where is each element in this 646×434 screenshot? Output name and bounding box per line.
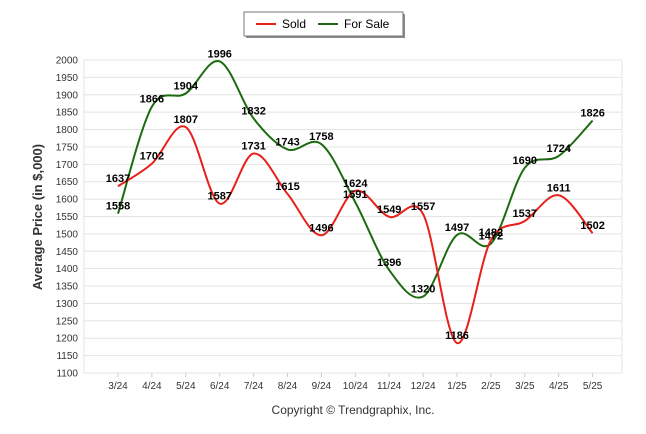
x-tick-label: 9/24: [312, 381, 332, 392]
y-tick-label: 1800: [56, 125, 79, 136]
series-line-for-sale: [117, 60, 594, 299]
data-label-for-sale: 1758: [309, 131, 333, 143]
x-tick-label: 2/25: [481, 381, 501, 392]
x-tick-label: 5/24: [176, 381, 196, 392]
y-tick-label: 1450: [56, 247, 79, 258]
data-label-sold: 1557: [411, 201, 435, 213]
x-tick-label: 12/24: [411, 381, 436, 392]
x-tick-label: 8/24: [278, 381, 298, 392]
x-tick-label: 10/24: [343, 381, 368, 392]
data-label-sold: 1637: [106, 173, 130, 185]
y-tick-label: 1350: [56, 282, 79, 293]
x-tick-label: 11/24: [377, 381, 402, 392]
data-label-for-sale: 1904: [174, 80, 199, 92]
data-label-sold: 1537: [513, 208, 537, 220]
y-tick-label: 1550: [56, 212, 79, 223]
x-tick-label: 6/24: [210, 381, 230, 392]
data-label-sold: 1587: [207, 191, 231, 203]
y-tick-label: 1200: [56, 334, 79, 345]
y-tick-label: 2000: [56, 56, 79, 67]
data-label-for-sale: 1558: [106, 201, 130, 213]
y-tick-label: 1250: [56, 316, 79, 327]
grid: [83, 59, 623, 374]
data-label-for-sale: 1743: [275, 136, 299, 148]
y-tick-label: 1100: [56, 369, 78, 380]
data-label-for-sale: 1826: [580, 108, 604, 120]
data-label-sold: 1807: [174, 114, 198, 126]
y-tick-label: 1950: [56, 73, 79, 84]
data-label-sold: 1615: [275, 181, 299, 193]
y-tick-label: 1850: [56, 108, 79, 119]
y-tick-label: 1700: [56, 160, 79, 171]
y-tick-label: 1150: [56, 351, 78, 362]
y-tick-label: 1500: [56, 229, 79, 240]
x-tick-label: 7/24: [244, 381, 264, 392]
data-label-sold: 1611: [547, 182, 571, 194]
data-label-sold: 1549: [377, 204, 401, 216]
series-lines: [117, 60, 594, 345]
y-tick-label: 1900: [56, 90, 79, 101]
x-tick-label: 3/25: [515, 381, 535, 392]
y-tick-label: 1600: [56, 195, 79, 206]
y-tick-label: 1750: [56, 142, 79, 153]
x-tick-label: 3/24: [108, 381, 128, 392]
data-label-sold: 1702: [140, 151, 164, 163]
data-labels: 1637 1702 1807 1587 1731 1615 1496 1624 1549 1557…: [106, 48, 605, 342]
y-axis-title: Average Price (in $,000): [30, 144, 45, 290]
data-label-for-sale: 1396: [377, 257, 401, 269]
x-tick-label: 4/24: [142, 381, 162, 392]
y-tick-label: 1400: [56, 264, 79, 275]
legend-label-sold[interactable]: Sold: [282, 17, 306, 31]
data-label-sold: 1731: [241, 141, 265, 153]
copyright-text: Copyright © Trendgraphix, Inc.: [272, 403, 435, 417]
data-label-sold: 1186: [445, 330, 469, 342]
legend-label-for-sale[interactable]: For Sale: [344, 17, 390, 31]
data-label-for-sale: 1996: [207, 48, 231, 60]
x-tick-label: 4/25: [549, 381, 569, 392]
data-label-for-sale: 1832: [241, 105, 265, 117]
data-label-sold: 1482: [479, 227, 503, 239]
data-label-for-sale: 1497: [445, 222, 469, 234]
legend[interactable]: Sold For Sale: [243, 11, 405, 38]
x-axis: 3/24 4/24 5/24 6/24 7/24 8/24 9/24 10/24 11/24 12…: [108, 373, 603, 392]
y-tick-label: 1300: [56, 299, 79, 310]
series-line-sold: [117, 125, 594, 345]
data-label-for-sale: 1690: [513, 155, 537, 167]
data-label-sold: 1496: [309, 222, 333, 234]
y-tick-label: 1650: [56, 177, 79, 188]
y-axis: 1100 1150 1200 1250 1300 1350 1400 1450 1500 1550…: [56, 56, 79, 380]
data-label-sold: 1624: [343, 178, 368, 190]
x-tick-label: 1/25: [447, 381, 467, 392]
data-label-for-sale: 1724: [546, 143, 571, 155]
data-label-sold: 1502: [580, 220, 604, 232]
data-label-for-sale: 1591: [343, 189, 367, 201]
data-label-for-sale: 1472: [479, 231, 503, 243]
data-label-for-sale: 1866: [140, 94, 164, 106]
data-label-for-sale: 1320: [411, 283, 435, 295]
x-tick-label: 5/25: [583, 381, 603, 392]
